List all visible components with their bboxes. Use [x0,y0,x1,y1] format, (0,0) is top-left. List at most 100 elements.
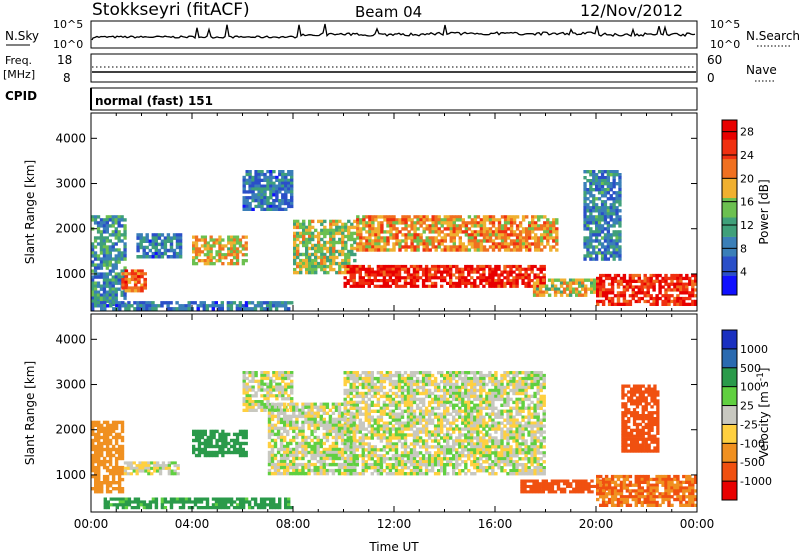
echo-cell [112,282,115,285]
echo-cell [283,454,286,457]
echo-cell [272,380,275,383]
echo-cell [121,469,124,472]
echo-cell [601,179,604,182]
echo-cell [254,176,257,179]
echo-cell [127,472,130,475]
echo-cell [296,238,299,241]
echo-cell [615,194,618,197]
echo-cell [290,380,293,383]
echo-cell [676,303,679,306]
echo-cell [607,257,610,260]
echo-cell [292,439,295,442]
echo-cell [413,424,416,427]
echo-cell [91,439,94,442]
echo-cell [227,301,230,304]
echo-cell [305,253,308,256]
echo-cell [395,386,398,389]
echo-cell [483,245,486,248]
echo-cell [443,265,446,268]
echo-cell [368,398,371,401]
echo-cell [140,272,144,275]
echo-cell [632,274,635,277]
echo-cell [323,469,326,472]
echo-cell [551,282,554,285]
echo-cell [149,240,152,244]
echo-cell [134,498,137,501]
echo-region [192,430,248,457]
echo-cell [290,383,293,386]
echo-cell [540,239,543,242]
echo-cell [164,506,167,509]
echo-cell [260,409,263,412]
echo-cell [474,233,477,236]
echo-cell [248,403,251,406]
echo-cell [178,304,181,307]
echo-cell [115,233,118,236]
echo-cell [310,403,313,406]
echo-cell [504,233,507,236]
echo-cell [540,248,543,251]
echo-cell [359,439,362,442]
echo-cell [97,272,100,275]
echo-cell [326,247,329,250]
echo-cell [410,460,413,463]
echo-cell [368,230,371,233]
echo-cell [123,294,126,297]
echo-cell [629,277,632,280]
echo-cell [389,230,392,233]
echo-cell [280,463,283,466]
echo-cell [599,280,602,283]
echo-cell [103,227,106,230]
echo-cell [103,427,106,430]
echo-cell [109,304,112,307]
echo-cell [365,404,368,407]
echo-cell [353,395,356,398]
echo-cell [607,221,610,224]
echo-cell [528,248,531,251]
echo-cell [413,433,416,436]
echo-cell [242,436,245,439]
echo-cell [552,245,555,248]
echo-cell [440,273,443,276]
echo-region [583,170,621,261]
echo-cell [395,242,398,245]
echo-cell [604,239,607,242]
echo-cell [122,503,125,506]
echo-cell [176,246,179,250]
echo-cell [356,227,359,230]
echo-cell [586,251,589,254]
echo-cell [521,279,524,282]
echo-cell [353,259,356,262]
echo-cell [106,294,109,297]
echo-cell [613,254,616,257]
echo-cell [494,282,497,285]
echo-cell [618,221,621,224]
echo-cell [274,472,277,475]
echo-cell [398,218,401,221]
echo-cell [353,419,356,422]
echo-cell [218,445,221,448]
echo-cell [368,419,371,422]
echo-cell [540,236,543,239]
echo-cell [97,421,100,424]
echo-cell [389,410,392,413]
echo-cell [401,401,404,404]
echo-cell [251,190,254,193]
echo-cell [380,427,383,430]
echo-cell [522,218,525,221]
echo-cell [155,500,158,503]
echo-cell [281,377,284,380]
echo-cell [528,236,531,239]
echo-cell [512,265,515,268]
echo-cell [664,288,667,291]
echo-cell [459,236,462,239]
echo-cell [100,257,103,260]
echo-cell [103,481,106,484]
echo-cell [320,469,323,472]
echo-cell [143,278,147,281]
echo-cell [618,197,621,200]
echo-cell [335,433,338,436]
echo-cell [233,506,236,509]
echo-cell [289,424,292,427]
echo-cell [356,245,359,248]
